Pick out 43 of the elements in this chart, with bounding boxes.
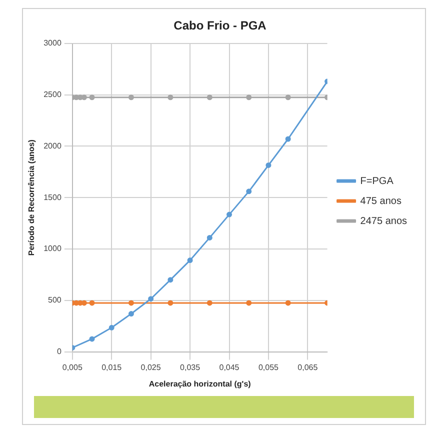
point	[128, 94, 134, 100]
point	[89, 300, 95, 306]
y-tick-label: 500	[48, 296, 62, 305]
x-axis-title: Aceleração horizontal (g's)	[148, 379, 252, 388]
x-tick-label: 0,025	[140, 362, 162, 372]
point	[206, 300, 212, 306]
x-tick-label: 0,035	[180, 362, 201, 372]
point	[206, 94, 212, 100]
point	[285, 300, 291, 306]
legend-label: 475 anos	[360, 196, 402, 207]
point	[226, 212, 232, 218]
point	[108, 324, 114, 330]
point	[187, 258, 193, 264]
point	[148, 296, 154, 302]
y-tick-label: 0	[56, 347, 62, 356]
x-tick-label: 0,055	[258, 362, 280, 372]
point	[168, 277, 174, 283]
y-tick-label: 1500	[44, 192, 62, 202]
y-tick-label: 3000	[44, 38, 62, 48]
point	[246, 300, 252, 306]
x-tick-label: 0,045	[219, 362, 240, 372]
x-tick-label: 0,005	[62, 362, 83, 372]
legend-label: 2475 anos	[360, 216, 408, 227]
legend-label: F=PGA	[360, 176, 394, 187]
x-tick-label: 0,015	[102, 362, 122, 372]
point	[128, 300, 134, 306]
point	[89, 94, 95, 100]
point	[266, 162, 272, 168]
y-axis-title: Período de Recorrência (anos)	[27, 139, 36, 256]
point	[89, 336, 95, 342]
y-tick-label: 2000	[44, 141, 62, 150]
point	[285, 94, 291, 100]
point	[206, 234, 212, 240]
y-tick-label: 1000	[44, 244, 62, 254]
chart-title: Cabo Frio - PGA	[174, 18, 267, 33]
point	[168, 300, 174, 306]
point	[128, 311, 134, 317]
x-tick-label: 0,065	[298, 362, 318, 372]
point	[168, 94, 174, 100]
point	[285, 136, 291, 142]
y-tick-label: 2500	[44, 90, 62, 100]
point	[246, 188, 252, 194]
point	[246, 94, 252, 100]
